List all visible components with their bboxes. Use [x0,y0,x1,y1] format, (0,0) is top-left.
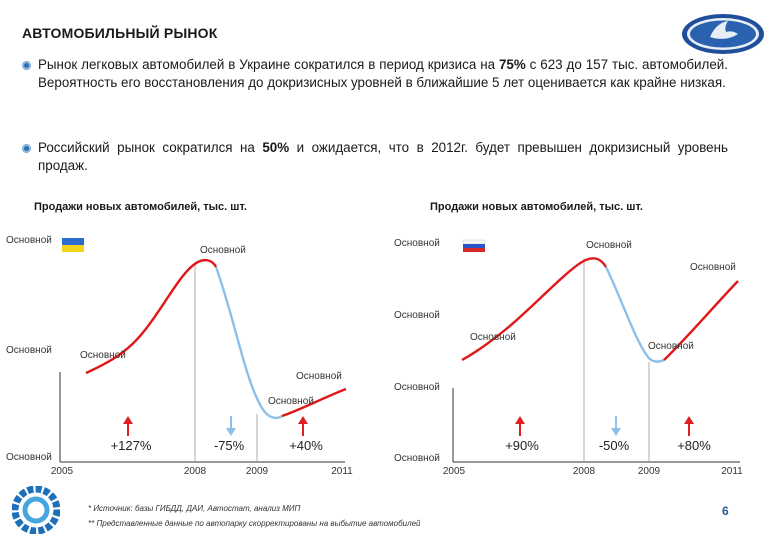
ukraine-flag-icon [62,245,84,252]
y-axis-label: Основной [394,382,440,393]
arrow-up-icon [123,416,133,424]
bullet-text: Российский рынок сократился на [38,140,263,155]
data-label: Основной [80,350,126,361]
arrow-down-icon [226,428,236,436]
lada-logo-icon [682,14,764,54]
footnote-adjustment: ** Представленные данные по автопарку ск… [88,519,421,528]
russia-flag-icon [462,239,486,245]
x-tick-label: 2008 [184,466,207,477]
y-axis-label: Основной [394,238,440,249]
y-axis-label: Основной [6,235,52,246]
change-percent-label: -50% [599,438,630,453]
arrow-up-icon [298,416,308,424]
series-line-recovery [663,280,739,361]
arrow-up-icon [515,416,525,424]
bullet-russia: Российский рынок сократился на 50% и ожи… [22,139,728,174]
page-title: АВТОМОБИЛЬНЫЙ РЫНОК [22,25,218,41]
arrow-up-icon [684,416,694,424]
y-axis-label: Основной [394,310,440,321]
russia-flag-icon [463,244,485,248]
x-tick-label: 2011 [721,466,743,477]
bullet-text: с 623 до 157 тыс. автомобилей. Вероятнос… [38,57,728,90]
series-line-growth [85,258,218,375]
bullet-bold: 75% [498,57,526,72]
x-tick-label: 2005 [443,466,466,477]
series-line-growth [461,257,608,362]
data-label: Основной [470,332,516,343]
bullet-ukraine: Рынок легковых автомобилей в Украине сок… [22,56,728,91]
series-line-recovery [281,387,347,418]
y-axis-label: Основной [394,453,440,464]
data-label: Основной [296,371,342,382]
x-tick-label: 2009 [246,466,269,477]
footnote-source: * Источник: базы ГИБДД, ДАИ, Автостат, а… [88,504,301,513]
change-percent-label: +80% [677,438,711,453]
chart-title-russia: Продажи новых автомобилей, тыс. шт. [430,201,643,213]
y-axis-label: Основной [6,345,52,356]
data-label: Основной [200,245,246,256]
chart-title-ukraine: Продажи новых автомобилей, тыс. шт. [34,201,247,213]
series-line-crisis [604,266,665,363]
x-tick-label: 2008 [573,466,596,477]
bullet-dot-icon [22,61,31,70]
change-percent-label: +40% [289,438,323,453]
bullet-text: Рынок легковых автомобилей в Украине сок… [38,57,499,72]
bullet-text: и ожидается, что в 2012г. будет превышен… [38,140,728,173]
bullet-dot-icon [22,144,31,153]
bullet-bold: 50% [262,140,290,155]
data-label: Основной [268,396,314,407]
x-tick-label: 2011 [331,466,353,477]
russia-flag-icon [463,248,485,252]
change-percent-label: +90% [505,438,539,453]
change-percent-label: +127% [111,438,152,453]
arrow-down-icon [611,428,621,436]
data-label: Основной [586,240,632,251]
x-tick-label: 2005 [51,466,74,477]
data-label: Основной [648,341,694,352]
y-axis-label: Основной [6,452,52,463]
series-line-crisis [214,266,283,420]
data-label: Основной [690,262,736,273]
ukraine-flag-icon [62,238,84,245]
x-tick-label: 2009 [638,466,661,477]
blue-ring-icon [12,486,60,534]
page-number: 6 [722,504,729,518]
change-percent-label: -75% [214,438,245,453]
